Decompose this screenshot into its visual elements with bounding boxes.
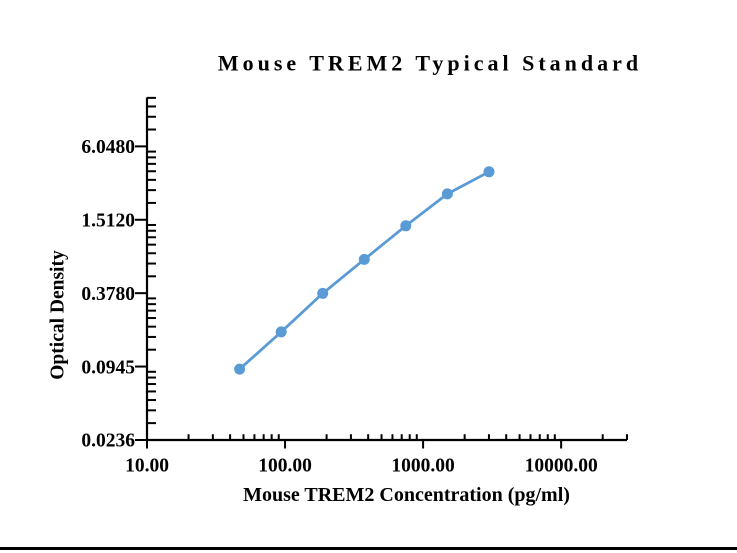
series-line bbox=[238, 170, 490, 371]
data-point-marker bbox=[400, 220, 412, 232]
x-tick-label: 10000.00 bbox=[525, 456, 598, 477]
y-tick-label: 6.0480 bbox=[81, 137, 135, 158]
x-tick-label: 1000.00 bbox=[391, 456, 454, 477]
data-point-marker bbox=[483, 166, 495, 178]
x-axis-title: Mouse TREM2 Concentration (pg/ml) bbox=[243, 484, 570, 506]
y-tick-label: 0.0945 bbox=[81, 357, 135, 378]
x-tick-label: 10.00 bbox=[125, 456, 169, 477]
chart-title: Mouse TREM2 Typical Standard bbox=[218, 51, 642, 76]
y-tick-label: 0.3780 bbox=[81, 284, 135, 305]
data-point-marker bbox=[358, 253, 370, 265]
y-tick-label: 0.0236 bbox=[81, 431, 135, 452]
axes bbox=[145, 97, 627, 442]
data-point-marker bbox=[441, 188, 453, 200]
data-point-marker bbox=[317, 287, 329, 299]
data-point-marker bbox=[275, 326, 287, 338]
data-point-marker bbox=[234, 363, 246, 375]
x-tick-label: 100.00 bbox=[258, 456, 312, 477]
y-tick-label: 1.5120 bbox=[81, 210, 135, 231]
bottom-rule bbox=[0, 547, 737, 550]
y-axis-title: Optical Density bbox=[48, 250, 69, 380]
